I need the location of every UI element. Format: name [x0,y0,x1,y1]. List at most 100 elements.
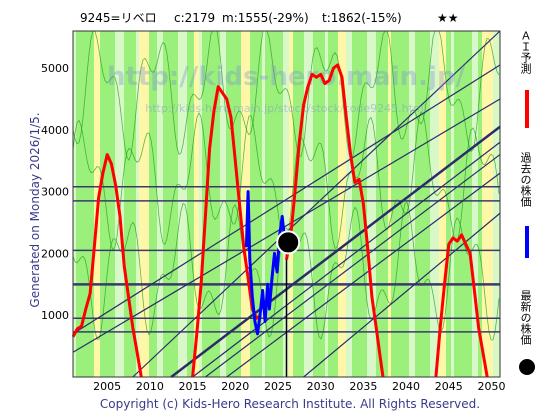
band-strip [283,31,289,377]
band-strip [199,31,202,377]
header-min: m:1555(-29%) [222,11,309,25]
band-strip [346,31,352,377]
band-strip [482,31,493,377]
ai-forecast-line [71,153,143,378]
legend-past-label: 過去の株価 [519,152,532,207]
band-strip [139,31,149,377]
watermark-large: http://kids-hero.main.jp/ [107,62,466,92]
band-strip [388,31,391,377]
trend-channel-line [170,125,501,378]
y-tick-label: 2000 [41,247,69,260]
band-strip [415,31,419,377]
green-indicator-line [72,201,500,341]
band-strip [212,31,220,377]
legend-latest-swatch [519,359,535,375]
x-axis-ticks: 2005 2010 2015 2020 2025 2030 2035 2040 2045 2050 [93,380,505,393]
trend-channel-line [226,172,501,378]
band-strip [194,31,199,377]
band-strip [356,31,367,377]
x-tick-label: 2045 [435,380,463,393]
band-strip [472,31,478,377]
band-strip [304,31,313,377]
trend-channel-line [205,154,501,378]
band-strip [376,31,383,377]
band-strip [478,31,482,377]
header-current: c:2179 [174,11,215,25]
band-strip [265,31,275,377]
band-strip [293,31,304,377]
band-strip [250,31,257,377]
legend-latest-label: 最新の株価 [519,290,532,345]
band-strip [76,31,86,377]
band-strip [383,31,388,377]
band-strip [104,31,115,377]
trend-channel-line [192,141,501,378]
x-tick-label: 2010 [136,380,164,393]
copyright-footer: Copyright (c) Kids-Hero Research Institu… [100,397,480,411]
watermark-small: http://kids-hero.main.jp/stock/stock/cod… [145,102,426,115]
band-strip [124,31,131,377]
band-strip [409,31,415,377]
x-tick-label: 2040 [392,380,420,393]
ai-forecast-line [285,63,385,378]
header-code: 9245=リベロ [80,11,157,25]
y-tick-label: 1000 [41,309,69,322]
band-strip [131,31,136,377]
band-strip [149,31,157,377]
x-tick-label: 2030 [307,380,335,393]
x-tick-label: 2025 [264,380,292,393]
x-tick-label: 2050 [477,380,505,393]
band-strip [328,31,338,377]
y-tick-label: 5000 [41,62,69,75]
band-strip [262,31,265,377]
band-strip [163,31,167,377]
band-strip [352,31,356,377]
x-tick-label: 2015 [179,380,207,393]
trend-channel-line [72,98,501,353]
past-price-line [244,190,289,336]
band-strip [187,31,194,377]
header-stars: ★★ [437,11,459,25]
y-tick-label: 4000 [41,124,69,137]
y-axis-ticks: 1000 2000 3000 4000 5000 [41,62,69,322]
legend-ai-label: ＡＩ予測 [519,30,532,74]
green-indicator-line [72,30,500,161]
data-series [71,63,489,378]
band-strip [86,31,94,377]
trend-channel-line [132,30,501,378]
y-tick-label: 3000 [41,186,69,199]
band-strip [136,31,139,377]
latest-marker [276,230,301,255]
band-strip [464,31,472,377]
band-strip [289,31,293,377]
band-strip [367,31,376,377]
x-tick-label: 2020 [221,380,249,393]
ai-forecast-line [434,233,489,378]
latest-price-marker [276,230,301,255]
band-strip [226,31,230,377]
trend-channel-line [303,212,501,378]
band-strip [220,31,226,377]
band-strip [241,31,250,377]
band-strip [100,31,104,377]
header-target: t:1862(-15%) [322,11,402,25]
band-strip [73,31,76,377]
band-strip [493,31,500,377]
band-strip [325,31,328,377]
band-strip [451,31,454,377]
band-strip [391,31,401,377]
plot-frame [72,30,501,378]
ai-forecast-line [191,85,262,378]
generated-date-label: Generated on Monday 2026/1/5. [28,112,42,307]
band-strip [230,31,241,377]
band-strip [257,31,262,377]
x-tick-label: 2005 [93,380,121,393]
trend-channel-line [72,64,501,335]
band-strip [157,31,163,377]
x-tick-label: 2035 [349,380,377,393]
band-strip [419,31,430,377]
trend-channel-lines [72,30,501,378]
band-strip [338,31,346,377]
band-strip [439,31,446,377]
